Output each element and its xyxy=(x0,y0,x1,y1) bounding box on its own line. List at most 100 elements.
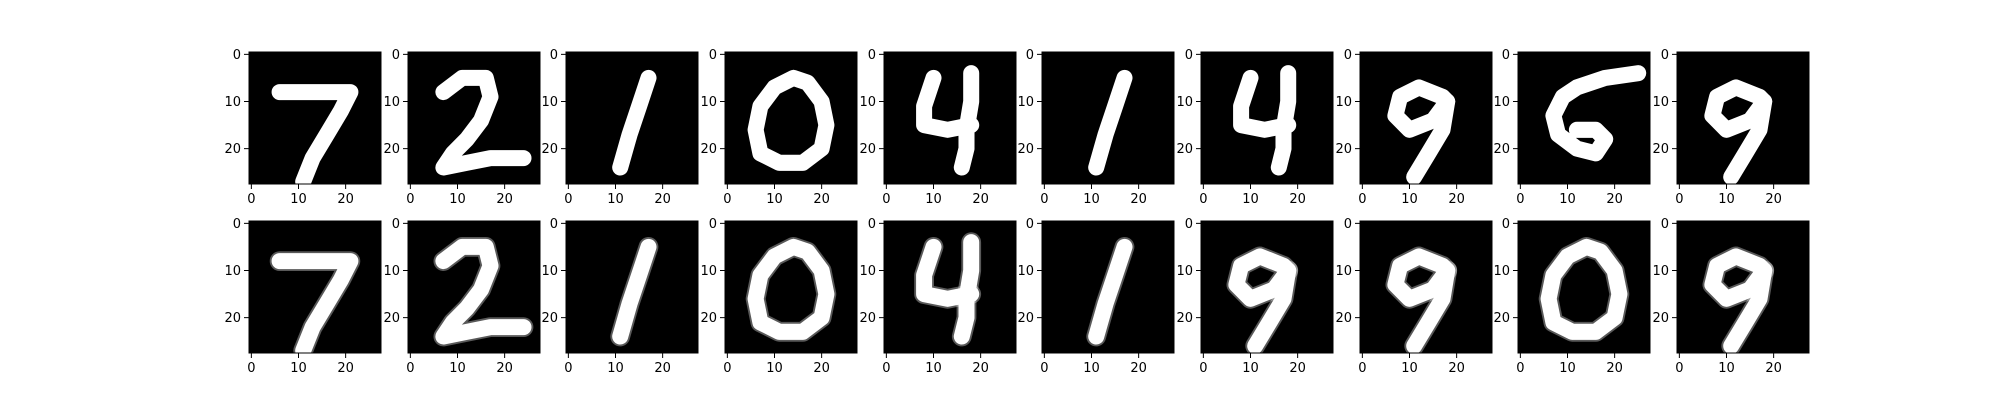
y-tick-label: 10 xyxy=(1652,264,1669,279)
y-tick-label: 0 xyxy=(392,217,400,232)
subplot-reconstruction-2: 0 10 20 0 10 20 xyxy=(383,217,541,376)
subplot-reconstruction-1: 0 10 20 0 10 20 xyxy=(224,217,382,376)
y-tick-label: 0 xyxy=(1185,217,1193,232)
y-tick-label: 10 xyxy=(1652,95,1669,110)
x-tick-label: 10 xyxy=(1559,361,1576,376)
digit-stroke xyxy=(953,234,980,345)
y-tick-label: 20 xyxy=(1652,311,1669,326)
y-tick-label: 0 xyxy=(1661,217,1669,232)
x-tick-label: 0 xyxy=(564,192,572,207)
y-tick-label: 0 xyxy=(233,48,241,63)
x-tick-label: 20 xyxy=(337,192,354,207)
x-tick-label: 0 xyxy=(1040,192,1048,207)
y-tick-label: 0 xyxy=(1344,48,1352,63)
y-tick-label: 10 xyxy=(224,264,241,279)
x-tick-label: 10 xyxy=(607,361,624,376)
digit-stroke xyxy=(1233,69,1297,138)
x-tick-label: 20 xyxy=(1765,361,1782,376)
axes-frame xyxy=(1041,220,1175,354)
subplot-original-9: 0 10 20 0 10 20 xyxy=(1493,48,1651,207)
subplot-reconstruction-10: 0 10 20 0 10 20 xyxy=(1652,217,1810,376)
axes-frame xyxy=(883,51,1017,185)
digit-stroke xyxy=(612,238,657,345)
digit-glyph-4 xyxy=(914,232,982,347)
axes-frame xyxy=(565,220,699,354)
x-tick-label: 20 xyxy=(1606,192,1623,207)
y-tick-label: 0 xyxy=(1185,48,1193,63)
y-tick-label: 10 xyxy=(541,264,558,279)
axes-frame xyxy=(1041,51,1175,185)
axes-frame xyxy=(1517,220,1651,354)
digit-glyph-9 xyxy=(1702,246,1775,356)
y-tick-label: 0 xyxy=(868,217,876,232)
y-tick-label: 20 xyxy=(541,142,558,157)
subplot-original-3: 0 10 20 0 10 20 xyxy=(541,48,699,207)
subplot-reconstruction-7: 0 10 20 0 10 20 xyxy=(1176,217,1334,376)
x-tick-label: 10 xyxy=(1718,361,1735,376)
x-tick-label: 10 xyxy=(607,192,624,207)
x-tick-label: 0 xyxy=(406,192,414,207)
y-tick-label: 10 xyxy=(383,264,400,279)
x-tick-label: 10 xyxy=(449,361,466,376)
x-tick-label: 0 xyxy=(247,361,255,376)
x-tick-label: 0 xyxy=(1675,192,1683,207)
y-tick-label: 10 xyxy=(383,95,400,110)
digit-glyph-1 xyxy=(612,69,657,176)
subplot-reconstruction-5: 0 10 20 0 10 20 xyxy=(859,217,1017,376)
x-tick-label: 10 xyxy=(1401,192,1418,207)
axes-frame xyxy=(724,51,858,185)
x-tick-label: 20 xyxy=(1289,361,1306,376)
x-tick-label: 20 xyxy=(1765,192,1782,207)
x-tick-label: 20 xyxy=(496,192,513,207)
y-tick-label: 20 xyxy=(1176,142,1193,157)
y-tick-label: 0 xyxy=(1502,217,1510,232)
subplot-original-10: 0 10 20 0 10 20 xyxy=(1652,48,1810,207)
x-tick-label: 20 xyxy=(1448,192,1465,207)
x-tick-label: 10 xyxy=(766,361,783,376)
y-tick-label: 20 xyxy=(859,142,876,157)
y-tick-label: 0 xyxy=(1026,217,1034,232)
x-tick-label: 10 xyxy=(1083,192,1100,207)
digit-glyph-9 xyxy=(1387,79,1456,185)
y-tick-label: 20 xyxy=(859,311,876,326)
subplot-reconstruction-4: 0 10 20 0 10 20 xyxy=(700,217,858,376)
subplot-reconstruction-3: 0 10 20 0 10 20 xyxy=(541,217,699,376)
digit-stroke xyxy=(916,69,980,138)
y-tick-label: 10 xyxy=(1335,95,1352,110)
digit-stroke xyxy=(1088,238,1133,345)
x-tick-label: 20 xyxy=(972,361,989,376)
axes-frame xyxy=(248,220,382,354)
digit-stroke xyxy=(747,238,835,340)
y-tick-label: 20 xyxy=(1335,142,1352,157)
x-tick-label: 0 xyxy=(406,361,414,376)
x-tick-label: 20 xyxy=(496,361,513,376)
x-tick-label: 0 xyxy=(1516,192,1524,207)
y-tick-label: 10 xyxy=(1335,264,1352,279)
x-tick-label: 0 xyxy=(564,361,572,376)
digit-glyph-4 xyxy=(916,65,980,176)
x-tick-label: 10 xyxy=(290,192,307,207)
x-tick-label: 0 xyxy=(1199,361,1207,376)
y-tick-label: 0 xyxy=(1502,48,1510,63)
x-tick-label: 0 xyxy=(247,192,255,207)
subplot-reconstruction-9: 0 10 20 0 10 20 xyxy=(1493,217,1651,376)
axes-frame xyxy=(724,220,858,354)
digit-glyph-4 xyxy=(1233,65,1297,176)
x-tick-label: 0 xyxy=(723,361,731,376)
y-tick-label: 10 xyxy=(859,264,876,279)
x-tick-label: 0 xyxy=(1358,361,1366,376)
x-tick-label: 20 xyxy=(654,192,671,207)
digit-glyph-9 xyxy=(1385,246,1458,356)
x-tick-label: 10 xyxy=(925,192,942,207)
x-tick-label: 0 xyxy=(1516,361,1524,376)
x-tick-label: 10 xyxy=(1083,361,1100,376)
digit-glyph-5 xyxy=(1545,65,1647,162)
y-tick-label: 10 xyxy=(224,95,241,110)
digit-glyph-7 xyxy=(271,84,359,190)
y-tick-label: 20 xyxy=(700,311,717,326)
y-tick-label: 20 xyxy=(1176,311,1193,326)
digit-stroke xyxy=(1545,65,1647,162)
y-tick-label: 20 xyxy=(1493,142,1510,157)
digit-stroke xyxy=(1406,262,1456,354)
